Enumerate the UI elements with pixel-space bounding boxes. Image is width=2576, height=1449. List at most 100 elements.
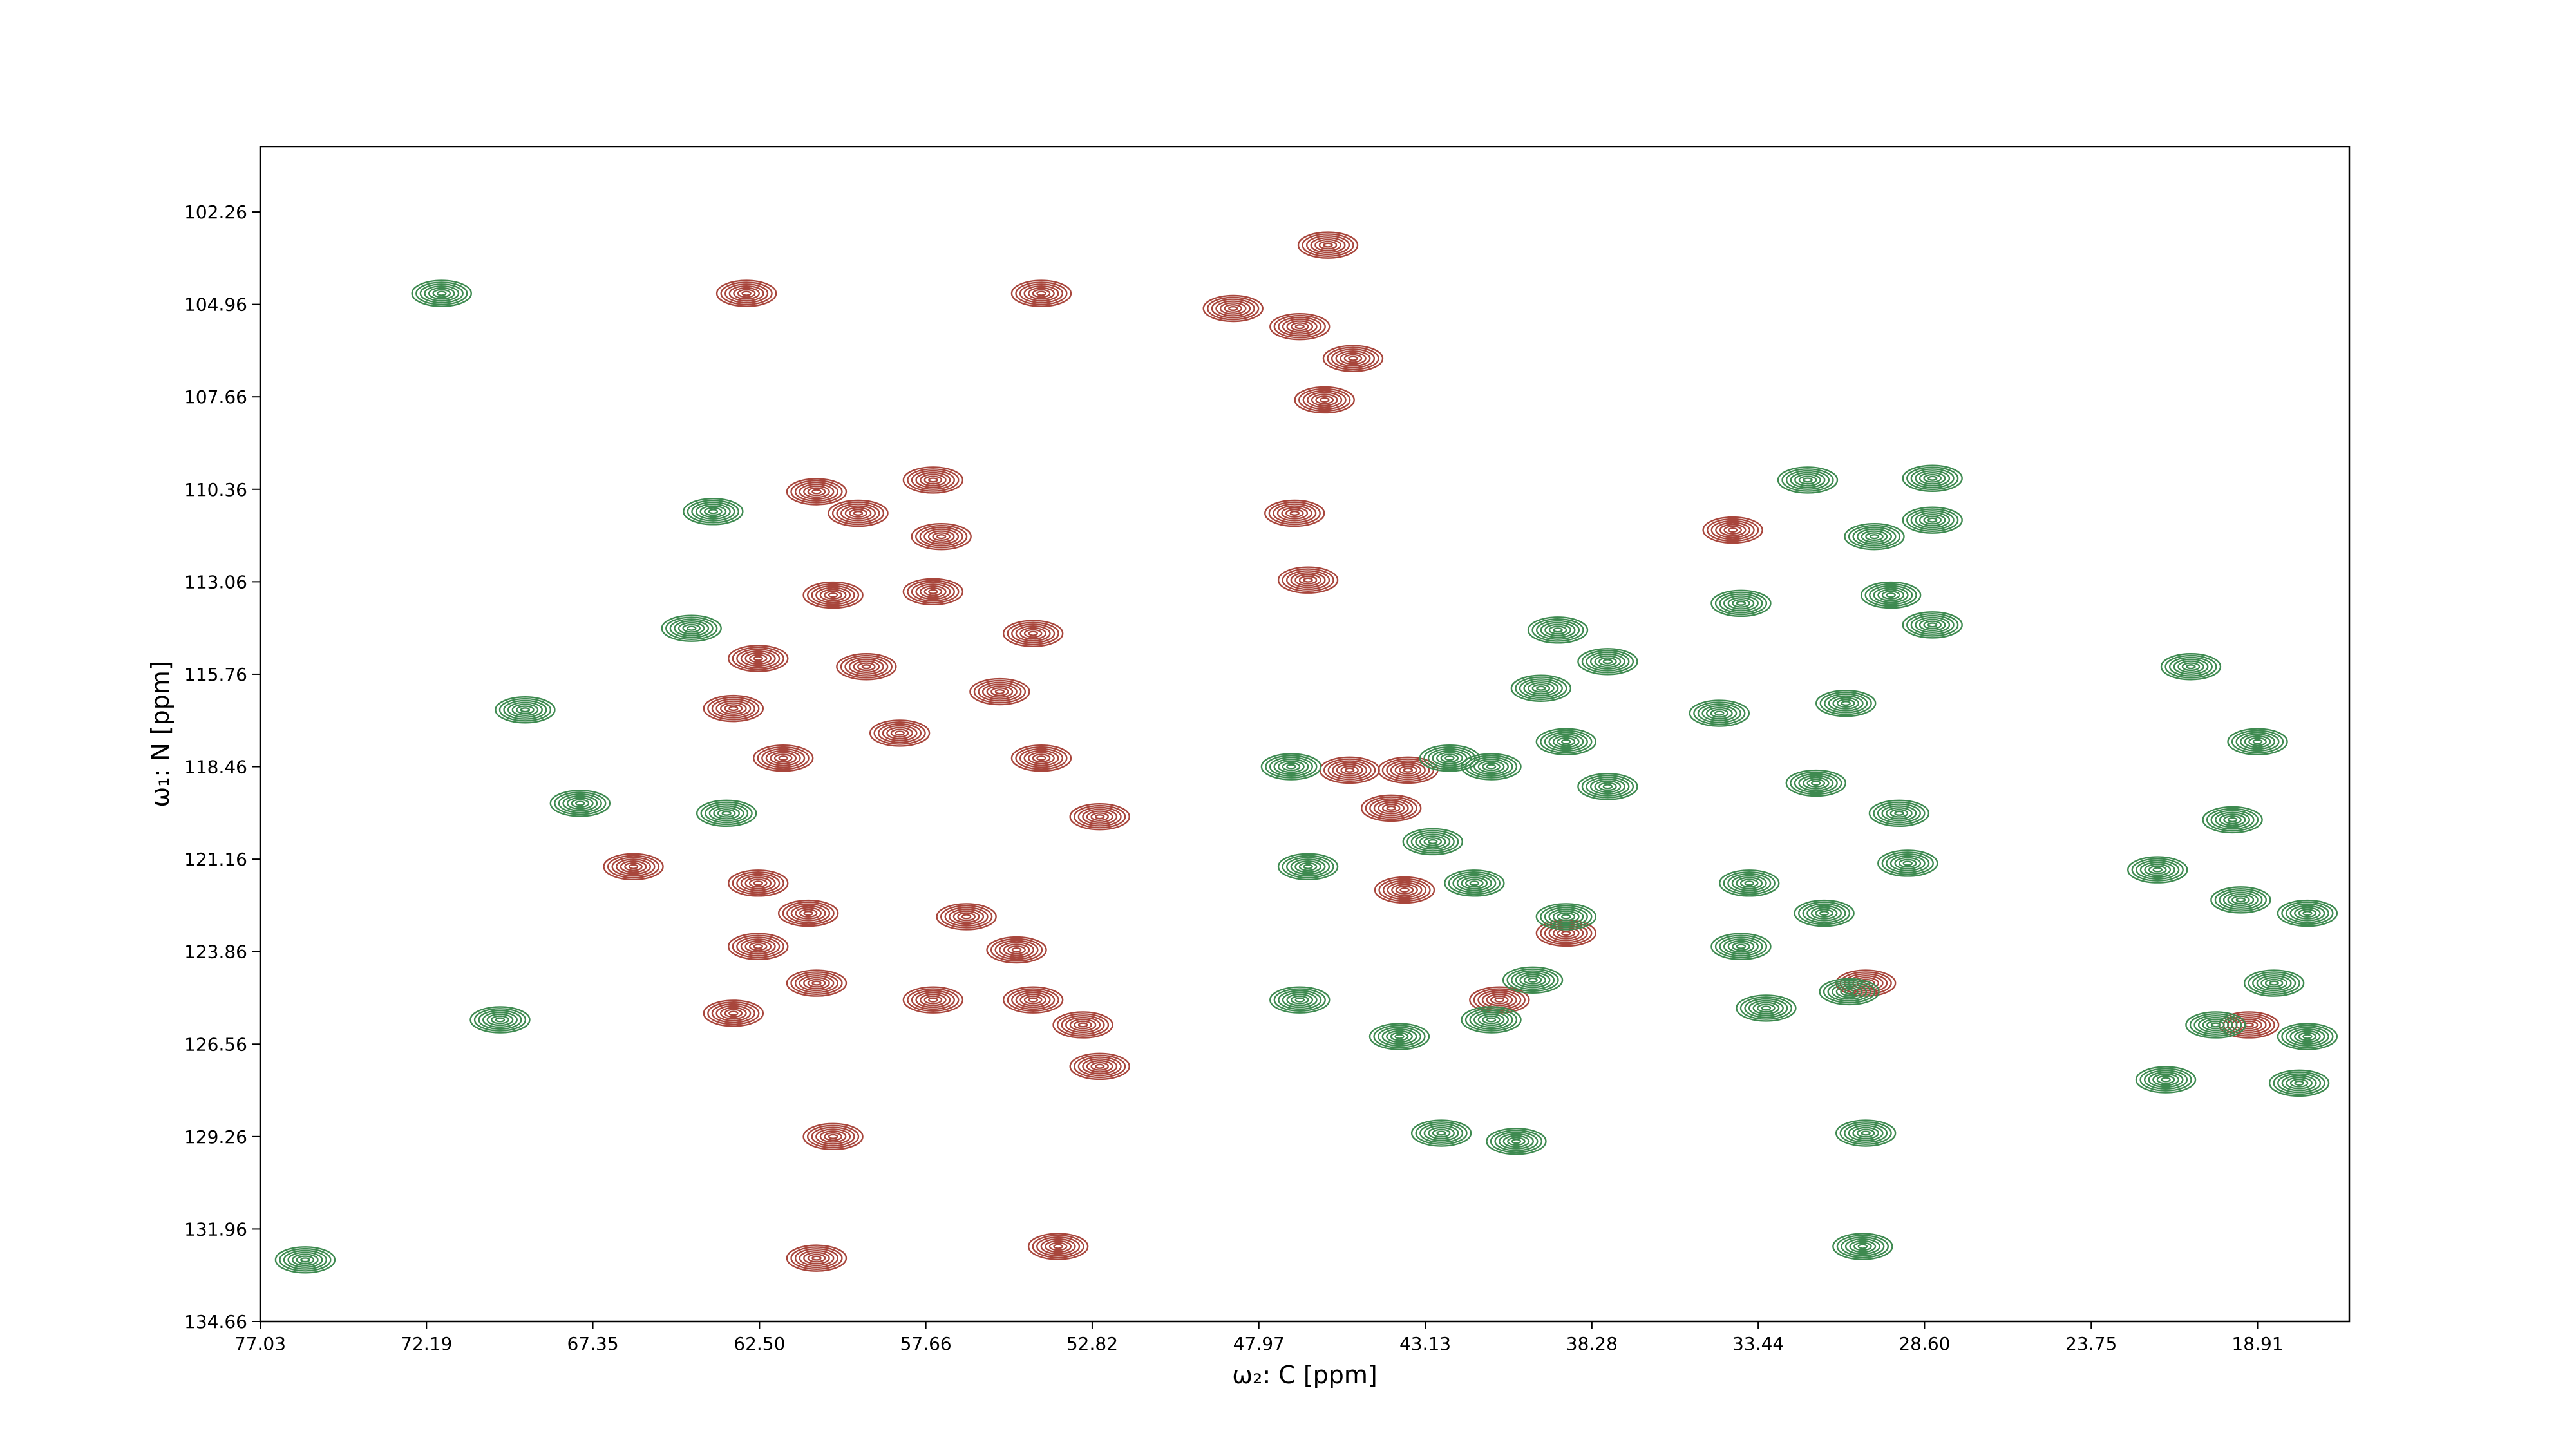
contour-level [1794, 773, 1838, 793]
contour-level [703, 694, 764, 723]
contour-level [691, 501, 735, 522]
axes-frame [259, 146, 2351, 1323]
contour-level [1019, 748, 1064, 768]
contour-level [2277, 1073, 2322, 1094]
peak [703, 694, 764, 723]
contour-level [790, 905, 826, 922]
contour-level [495, 1017, 506, 1023]
peak [802, 581, 864, 609]
contour-level [711, 698, 755, 719]
contour-level [1873, 587, 1909, 603]
contour-level [1286, 570, 1331, 591]
contour-level [1344, 767, 1355, 773]
contour-level [1053, 1244, 1063, 1249]
contour-level [516, 705, 535, 715]
contour-level [799, 483, 835, 500]
contour-level [1268, 501, 1321, 526]
peak [2243, 969, 2305, 997]
contour-level [936, 903, 997, 931]
contour-level [495, 696, 556, 724]
contour-level [737, 289, 756, 298]
contour-level [2248, 971, 2300, 995]
contour-level [1007, 621, 1059, 645]
contour-level [1727, 527, 1738, 533]
contour-level [1815, 689, 1877, 717]
contour-level [469, 1006, 531, 1034]
contour-level [1886, 807, 1913, 820]
y-tick-label: 115.76 [184, 664, 247, 685]
contour-level [1510, 674, 1572, 702]
contour-level [1336, 764, 1363, 777]
contour-level [1003, 943, 1030, 956]
contour-level [1544, 732, 1588, 752]
contour-level [1849, 1240, 1877, 1253]
contour-level [1082, 808, 1118, 825]
contour-level [807, 1253, 826, 1263]
contour-level [1074, 1020, 1092, 1030]
contour-level [566, 797, 594, 810]
contour-level [831, 501, 885, 526]
contour-level [1365, 796, 1417, 820]
peak [786, 1244, 848, 1272]
contour-level [1369, 798, 1414, 819]
contour-level [1048, 1242, 1068, 1251]
contour-level [1918, 471, 1946, 485]
contour-level [1586, 651, 1630, 672]
contour-level [806, 583, 860, 607]
contour-level [1032, 289, 1051, 298]
contour-level [2135, 1066, 2197, 1094]
contour-level [1552, 735, 1580, 748]
contour-level [1841, 701, 1851, 706]
contour-level [1577, 773, 1638, 800]
contour-level [1286, 993, 1314, 1007]
contour-level [1886, 592, 1896, 598]
y-tick-label: 110.36 [184, 479, 247, 500]
peak [1378, 756, 1439, 784]
contour-level [1011, 990, 1056, 1010]
contour-level [511, 703, 539, 717]
contour-level [1023, 995, 1043, 1005]
peak [836, 653, 897, 681]
contour-level [795, 907, 822, 920]
contour-level [1410, 831, 1455, 852]
contour-level [1835, 1119, 1897, 1147]
contour-level [733, 287, 761, 300]
peak [1527, 616, 1589, 644]
contour-level [902, 578, 964, 605]
x-tick-label: 62.50 [734, 1333, 785, 1354]
contour-level [911, 990, 955, 1010]
contour-level [1486, 993, 1513, 1007]
contour-level [1531, 683, 1551, 693]
contour-level [1540, 905, 1593, 929]
contour-level [1707, 518, 1759, 542]
contour-level [799, 974, 835, 992]
contour-level [2144, 863, 2172, 876]
contour-level [2302, 911, 2313, 916]
contour-level [1523, 680, 1559, 697]
contour-level [708, 805, 744, 822]
contour-level [1386, 1030, 1413, 1043]
contour-level [811, 1255, 822, 1261]
contour-level [300, 1257, 310, 1263]
peak [1260, 753, 1322, 781]
contour-level [2210, 886, 2271, 914]
peak [2210, 886, 2271, 914]
contour-level [1444, 755, 1455, 761]
contour-level [520, 707, 531, 713]
contour-level [1844, 1123, 1888, 1144]
peak [2202, 806, 2263, 834]
x-tick-label: 28.60 [1899, 1333, 1950, 1354]
contour-level [486, 1013, 514, 1027]
contour-level [1927, 622, 1938, 628]
contour-level [869, 719, 931, 747]
contour-level [274, 1246, 336, 1274]
peak [1368, 1023, 1430, 1050]
contour-level [715, 700, 752, 717]
contour-level [2202, 806, 2263, 834]
contour-level [721, 810, 732, 816]
contour-level [1785, 769, 1846, 797]
contour-level [1019, 627, 1047, 640]
contour-level [2152, 1073, 2179, 1086]
contour-level [2139, 861, 2175, 878]
